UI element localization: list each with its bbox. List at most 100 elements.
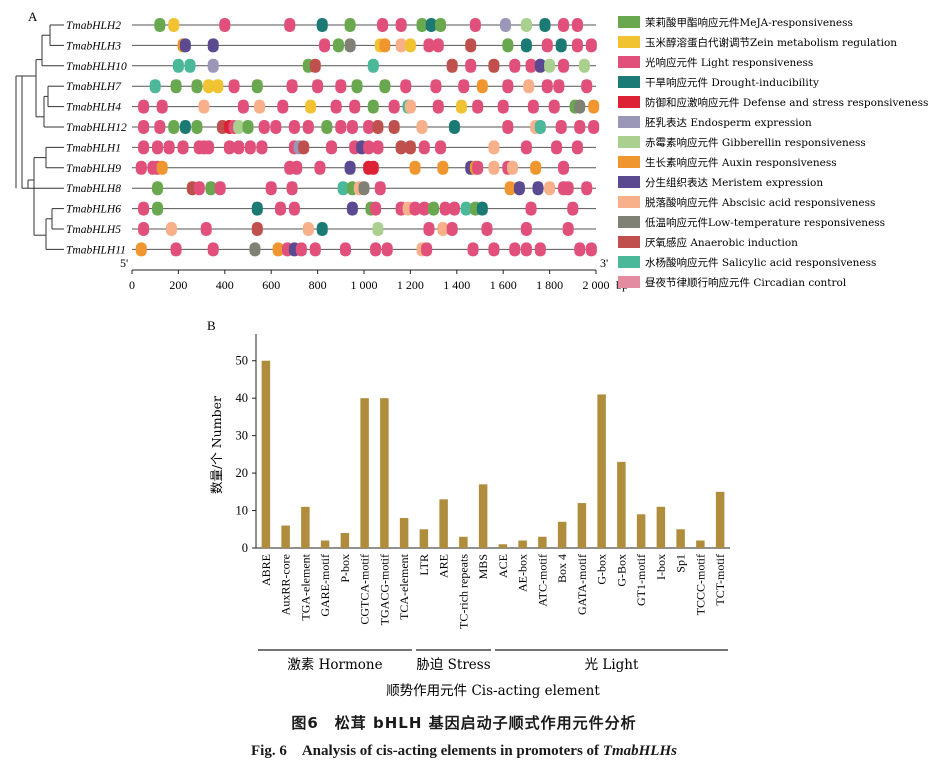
cis-element-meristem — [534, 58, 546, 73]
cis-element-light — [509, 58, 521, 73]
cis-element-abscisic — [404, 99, 416, 114]
cis-element-lowtemp — [358, 181, 370, 196]
cis-element-light — [363, 120, 375, 134]
cis-element-light — [541, 79, 553, 94]
bar-sp1 — [676, 529, 685, 548]
cis-element-light — [200, 222, 212, 236]
legend-swatch — [618, 116, 640, 128]
cis-element-light — [339, 242, 351, 257]
cis-element-endosperm — [207, 58, 219, 73]
cis-element-light — [581, 79, 593, 94]
cis-element-meja — [152, 201, 164, 216]
cis-element-light — [418, 140, 430, 155]
cis-element-abscisic — [544, 181, 556, 196]
cis-element-abscisic — [523, 79, 535, 94]
cis-element-lowtemp — [574, 99, 586, 114]
cis-element-abscisic — [395, 38, 407, 53]
cis-element-light — [400, 79, 412, 94]
cis-element-meristem — [207, 38, 219, 53]
cis-element-light — [152, 140, 164, 155]
bar-atc-motif — [538, 536, 547, 548]
cis-element-auxin — [156, 160, 168, 175]
cis-element-auxin — [272, 242, 284, 257]
bar-ace — [498, 544, 508, 548]
cis-element-light — [256, 140, 268, 155]
gene-label: TmabHLH4 — [66, 102, 121, 114]
x-tick-label: GT1-motif — [634, 554, 648, 606]
cis-element-salicylic — [367, 58, 379, 73]
cis-element-salicylic — [460, 201, 472, 216]
cis-element-light — [395, 18, 407, 32]
cis-element-light — [135, 160, 147, 175]
cis-element-meja — [379, 79, 391, 94]
cis-element-drought — [316, 18, 328, 32]
bar-abre — [261, 360, 271, 548]
cis-element-meja — [168, 120, 180, 134]
bar-tccc-motif — [696, 540, 705, 548]
cis-element-abscisic — [198, 99, 210, 114]
cis-element-light — [562, 222, 574, 236]
cis-element-light — [244, 140, 256, 155]
cis-element-auxin — [437, 160, 449, 175]
x-tick-label: G-box — [595, 554, 609, 585]
cis-element-light — [177, 140, 189, 155]
gene-row: TmabHLH7 — [66, 79, 596, 94]
cis-element-drought — [520, 38, 532, 53]
bar-tct-motif — [715, 491, 725, 548]
cis-element-meja — [191, 120, 203, 134]
cis-element-light — [571, 140, 583, 155]
gene-row: TmabHLH10 — [66, 58, 596, 73]
x-tick-label: LTR — [417, 554, 431, 576]
panel-b-label: B — [207, 318, 216, 333]
group-label: 激素 Hormone — [287, 657, 382, 673]
cis-element-light — [233, 140, 245, 155]
cis-element-light — [330, 99, 342, 114]
x-tick-label: G-Box — [614, 554, 628, 587]
cis-element-light — [326, 140, 338, 155]
legend-label: 光响应元件 Light responsiveness — [645, 56, 813, 69]
cis-element-light — [432, 38, 444, 53]
cis-element-light — [370, 201, 382, 216]
panel-a-promoter-map: ATmabHLH2TmabHLH3TmabHLH10TmabHLH7TmabHL… — [15, 9, 928, 292]
cis-element-abscisic — [488, 140, 500, 155]
caption-english-prefix: Fig. 6 Analysis of cis-acting elements i… — [251, 743, 603, 759]
x-tick-label: ABRE — [259, 554, 273, 586]
cis-element-light — [553, 79, 565, 94]
cis-element-meristem — [344, 160, 356, 175]
cis-element-anaerobic — [388, 120, 400, 134]
cis-element-light — [265, 181, 277, 196]
x-axis-title: 顺势作用元件 Cis-acting element — [386, 683, 600, 699]
legend-label: 昼夜节律顺行响应元件 Circadian control — [645, 276, 847, 289]
cis-element-light — [541, 38, 553, 53]
cis-element-light — [163, 140, 175, 155]
cis-element-light — [423, 38, 435, 53]
cis-element-light — [585, 242, 597, 257]
x-tick-label: MBS — [476, 554, 490, 579]
cis-element-light — [288, 201, 300, 216]
cis-element-auxin — [135, 242, 147, 257]
cis-element-anaerobic — [372, 120, 384, 134]
gene-label: TmabHLH10 — [66, 61, 127, 73]
x-tick-label: 400 — [216, 278, 234, 292]
x-tick-label: Sp1 — [674, 554, 688, 573]
cis-element-drought — [476, 201, 488, 216]
bar-ae-box — [518, 540, 527, 548]
cis-element-abscisic — [165, 222, 177, 236]
legend-label: 脱落酸响应元件 Abscisic acid responsiveness — [645, 196, 875, 209]
cis-element-salicylic — [172, 58, 184, 73]
cis-element-auxin — [379, 38, 391, 53]
x-tick-label: 1 200 — [397, 278, 424, 292]
bar-i-box — [656, 506, 666, 548]
cis-element-light — [370, 242, 382, 257]
cis-element-light — [228, 79, 240, 94]
x-tick-label: ACE — [496, 554, 510, 578]
cis-element-light — [381, 242, 393, 257]
y-tick-label: 20 — [236, 466, 249, 480]
legend-item-meristem: 分生组织表达 Meristem expression — [618, 176, 823, 189]
x-tick-label: 600 — [262, 278, 280, 292]
x-tick-label: ARE — [437, 554, 451, 578]
bar-g-box — [617, 461, 626, 548]
cis-element-salicylic — [534, 120, 546, 134]
cis-element-auxin — [409, 160, 421, 175]
cis-element-abscisic — [254, 99, 266, 114]
